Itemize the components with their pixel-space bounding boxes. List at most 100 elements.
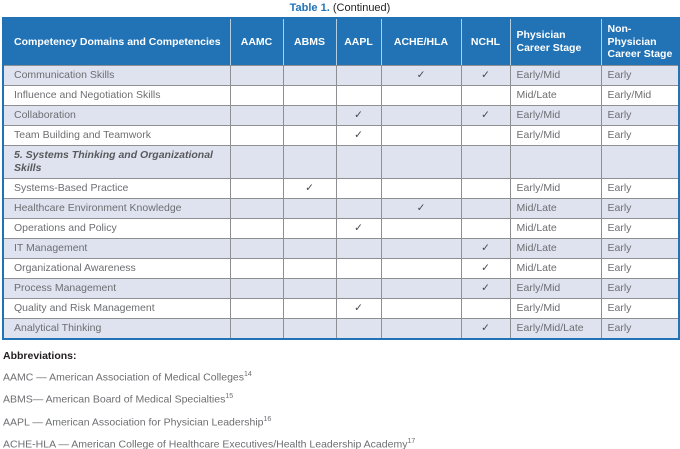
- citation-superscript: 16: [263, 415, 272, 423]
- check-cell-aapl: ✓: [335, 104, 382, 126]
- check-cell-aamc: [229, 197, 284, 219]
- check-cell-abms: [282, 257, 337, 279]
- check-cell-ache-hla: [380, 124, 462, 146]
- header-nchl: NCHL: [460, 18, 510, 66]
- competency-cell: 5. Systems Thinking and Organizational S…: [2, 144, 231, 179]
- physician-stage-cell: Early/Mid: [509, 104, 602, 126]
- check-cell-nchl: [460, 197, 511, 219]
- check-cell-abms: [282, 297, 337, 319]
- check-cell-aapl: [335, 144, 382, 179]
- check-cell-nchl: [460, 297, 511, 319]
- check-cell-aapl: [335, 317, 382, 339]
- non-physician-stage-cell: Early: [600, 64, 680, 86]
- physician-stage-cell: Early/Mid: [509, 124, 602, 146]
- physician-stage-cell: Early/Mid: [509, 177, 602, 199]
- check-cell-ache-hla: [380, 237, 462, 259]
- check-cell-aapl: [335, 177, 382, 199]
- check-cell-aamc: [229, 124, 284, 146]
- check-cell-aamc: [229, 177, 284, 199]
- check-cell-nchl: ✓: [460, 277, 511, 299]
- physician-stage-cell: Mid/Late: [509, 237, 602, 259]
- check-cell-aamc: [229, 144, 284, 179]
- abbreviation-text: ABMS— American Board of Medical Specialt…: [3, 393, 226, 406]
- check-cell-aapl: [335, 197, 382, 219]
- table-row: Process Management ✓ Early/Mid Early: [2, 277, 680, 299]
- check-cell-nchl: [460, 124, 511, 146]
- non-physician-stage-cell: [600, 144, 680, 179]
- competency-cell: Systems-Based Practice: [2, 177, 231, 199]
- header-aamc: AAMC: [229, 18, 283, 66]
- check-cell-aamc: [229, 297, 284, 319]
- non-physician-stage-cell: Early: [600, 217, 680, 239]
- abbreviation-text: AAMC — American Association of Medical C…: [3, 371, 245, 383]
- check-cell-aamc: [229, 277, 284, 299]
- header-ache-hla: ACHE/HLA: [380, 18, 461, 66]
- abbreviation-abms: ABMS— American Board of Medical Specialt…: [3, 388, 680, 411]
- competency-cell: Communication Skills: [2, 64, 231, 86]
- check-cell-ache-hla: [380, 144, 462, 179]
- check-cell-aamc: [229, 104, 284, 126]
- competency-cell: Quality and Risk Management: [2, 297, 231, 319]
- check-cell-ache-hla: [380, 217, 462, 239]
- competency-table: Competency Domains and Competencies AAMC…: [2, 17, 680, 340]
- competency-cell: Influence and Negotiation Skills: [2, 84, 231, 106]
- non-physician-stage-cell: Early: [600, 104, 680, 126]
- check-cell-aapl: [335, 277, 382, 299]
- competency-cell: Process Management: [2, 277, 231, 299]
- table-continued-label: (Continued): [329, 2, 391, 14]
- competency-cell: Analytical Thinking: [2, 317, 231, 339]
- check-cell-aamc: [229, 317, 284, 339]
- check-cell-aapl: ✓: [335, 124, 382, 146]
- check-cell-ache-hla: [380, 177, 462, 199]
- check-cell-abms: [282, 144, 337, 179]
- abbreviation-ache-hla: ACHE-HLA — American College of Healthcar…: [3, 433, 680, 449]
- check-cell-abms: [282, 317, 337, 339]
- non-physician-stage-cell: Early: [600, 237, 680, 259]
- physician-stage-cell: Early/Mid/Late: [509, 317, 602, 339]
- check-cell-aamc: [229, 257, 284, 279]
- abbreviation-aapl: AAPL — American Association for Physicia…: [3, 411, 680, 434]
- check-cell-aamc: [229, 237, 284, 259]
- header-row: Competency Domains and Competencies AAMC…: [3, 18, 679, 66]
- abbreviation-aamc: AAMC — American Association of Medical C…: [3, 366, 680, 389]
- table-row: IT Management ✓ Mid/Late Early: [2, 237, 680, 259]
- check-cell-nchl: [460, 177, 511, 199]
- physician-stage-cell: Early/Mid: [509, 64, 602, 86]
- check-cell-ache-hla: ✓: [380, 197, 462, 219]
- check-cell-nchl: ✓: [460, 104, 511, 126]
- competency-cell: Organizational Awareness: [2, 257, 231, 279]
- section-header-row: 5. Systems Thinking and Organizational S…: [2, 144, 680, 179]
- check-cell-ache-hla: [380, 297, 462, 319]
- check-cell-aamc: [229, 64, 284, 86]
- abbreviations-title: Abbreviations:: [3, 349, 77, 362]
- check-cell-abms: [282, 197, 337, 219]
- table-row: Influence and Negotiation Skills Mid/Late…: [2, 84, 680, 106]
- check-cell-abms: [282, 237, 337, 259]
- citation-superscript: 15: [225, 393, 234, 400]
- header-physician-career-stage: Physician Career Stage: [509, 18, 601, 66]
- non-physician-stage-cell: Early: [600, 297, 680, 319]
- check-cell-nchl: ✓: [460, 317, 511, 339]
- check-cell-ache-hla: [380, 257, 462, 279]
- check-cell-abms: [282, 84, 337, 106]
- check-cell-ache-hla: ✓: [380, 64, 462, 86]
- non-physician-stage-cell: Early: [600, 257, 680, 279]
- check-cell-ache-hla: [380, 84, 462, 106]
- check-cell-nchl: [460, 217, 511, 239]
- check-cell-ache-hla: [380, 317, 462, 339]
- check-cell-nchl: ✓: [460, 257, 511, 279]
- competency-cell: Healthcare Environment Knowledge: [2, 197, 231, 219]
- physician-stage-cell: Mid/Late: [509, 257, 602, 279]
- check-cell-abms: [282, 277, 337, 299]
- table-row: Organizational Awareness ✓ Mid/Late Early: [2, 257, 680, 279]
- non-physician-stage-cell: Early: [600, 124, 680, 146]
- table-footer: Abbreviations: AAMC — American Associati…: [3, 347, 680, 449]
- competency-cell: Operations and Policy: [2, 217, 231, 239]
- check-cell-abms: ✓: [282, 177, 337, 199]
- non-physician-stage-cell: Early: [600, 177, 680, 199]
- physician-stage-cell: Mid/Late: [509, 84, 602, 106]
- check-cell-aapl: [335, 237, 382, 259]
- non-physician-stage-cell: Early/Mid: [600, 84, 680, 106]
- check-cell-abms: [282, 217, 337, 239]
- header-abms: ABMS: [282, 18, 336, 66]
